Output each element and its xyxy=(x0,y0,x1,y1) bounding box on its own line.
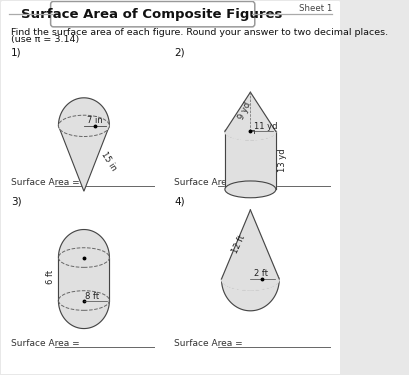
Text: 4): 4) xyxy=(173,197,184,207)
Text: 13 yd: 13 yd xyxy=(277,148,286,172)
Text: 9 yd: 9 yd xyxy=(236,101,252,121)
Text: Surface Area =: Surface Area = xyxy=(173,177,245,186)
Text: 11 yd: 11 yd xyxy=(254,122,277,131)
Text: 2 ft: 2 ft xyxy=(253,269,267,278)
Text: (use π = 3.14): (use π = 3.14) xyxy=(11,34,79,44)
Text: Surface Area of Composite Figures: Surface Area of Composite Figures xyxy=(21,8,282,21)
Text: Surface Area =: Surface Area = xyxy=(11,177,82,186)
Text: Surface Area =: Surface Area = xyxy=(173,339,245,348)
Polygon shape xyxy=(221,279,279,311)
Polygon shape xyxy=(58,300,109,328)
Polygon shape xyxy=(221,210,279,290)
Ellipse shape xyxy=(225,181,275,198)
Polygon shape xyxy=(58,258,109,300)
Text: 8 ft: 8 ft xyxy=(85,292,99,301)
FancyBboxPatch shape xyxy=(50,2,254,27)
Text: 3): 3) xyxy=(11,197,21,207)
Text: Find the surface area of each figure. Round your answer to two decimal places.: Find the surface area of each figure. Ro… xyxy=(11,28,387,37)
Text: 2): 2) xyxy=(173,47,184,57)
Ellipse shape xyxy=(221,268,279,290)
Text: 12 ft: 12 ft xyxy=(229,234,246,255)
Text: 1): 1) xyxy=(11,47,21,57)
Text: Sheet 1: Sheet 1 xyxy=(298,4,331,13)
Ellipse shape xyxy=(58,115,109,136)
Polygon shape xyxy=(58,126,109,191)
Polygon shape xyxy=(225,132,275,189)
Text: Surface Area =: Surface Area = xyxy=(11,339,82,348)
Text: 6 ft: 6 ft xyxy=(45,270,54,284)
Ellipse shape xyxy=(225,123,275,140)
Polygon shape xyxy=(58,230,109,258)
FancyBboxPatch shape xyxy=(0,0,341,375)
Text: 15 in: 15 in xyxy=(99,151,118,173)
Polygon shape xyxy=(58,98,109,126)
Text: 7 in: 7 in xyxy=(87,116,103,125)
Polygon shape xyxy=(225,92,275,140)
